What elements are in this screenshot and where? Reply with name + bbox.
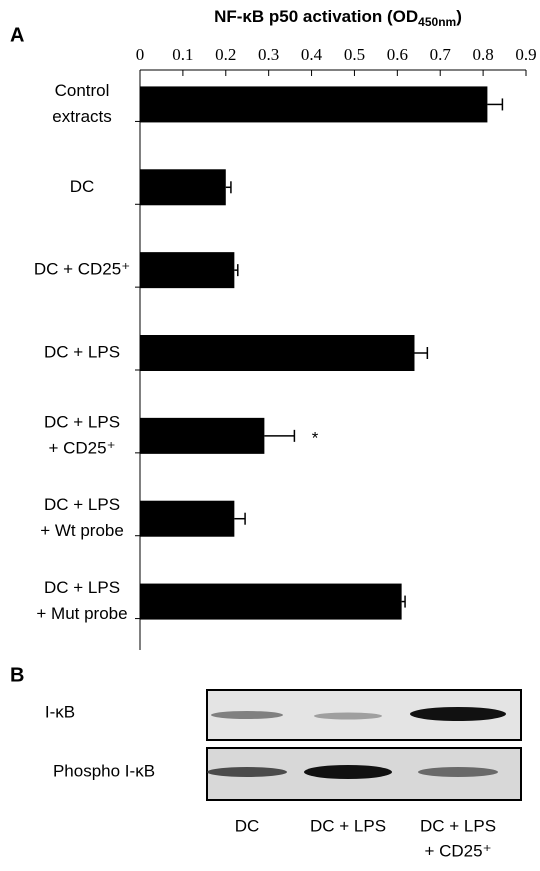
- bar: [140, 335, 414, 371]
- title-part: NF-κB p50 activation (OD: [214, 7, 418, 26]
- y-tick-label: + Wt probe: [40, 521, 124, 540]
- bar: [140, 252, 234, 288]
- annotation: *: [312, 428, 319, 447]
- y-tick-label: DC: [70, 177, 95, 196]
- x-tick-label: 0.6: [387, 45, 408, 64]
- bar: [140, 169, 226, 205]
- y-tick-label: DC + LPS: [44, 412, 120, 431]
- blot-lane-label: DC: [235, 816, 260, 835]
- blot: [207, 690, 521, 800]
- bar: [140, 584, 402, 620]
- blot-band: [211, 711, 283, 719]
- error-bar: [226, 181, 231, 193]
- error-bar: [402, 596, 405, 608]
- y-tick-label: extracts: [52, 107, 112, 126]
- blot-lane-label: DC + LPS: [310, 816, 386, 835]
- blot-band: [207, 767, 287, 777]
- error-bar: [414, 347, 427, 359]
- blot-row-label: Phospho I-κB: [53, 761, 155, 780]
- panel-label: A: [10, 24, 24, 46]
- x-tick-label: 0.7: [430, 45, 452, 64]
- x-tick-label: 0.2: [215, 45, 236, 64]
- x-tick-label: 0: [136, 45, 145, 64]
- figure: A B NF-κB p50 activation (OD450nm) 0 0.1 0.…: [0, 0, 540, 871]
- y-tick-label: + Mut probe: [36, 604, 127, 623]
- blot-lane-label: DC + LPS: [420, 816, 496, 835]
- error-bar: [234, 264, 237, 276]
- x-tick-label: 0.1: [172, 45, 193, 64]
- y-tick-label: DC + LPS: [44, 578, 120, 597]
- x-tick-label: 0.9: [515, 45, 536, 64]
- error-bar: [234, 513, 245, 525]
- chart-title: NF-κB p50 activation (OD450nm): [214, 7, 462, 29]
- bar: [140, 501, 234, 537]
- blot-band: [304, 765, 392, 779]
- x-tick-label: 0.5: [344, 45, 365, 64]
- y-tick-label: + CD25⁺: [48, 438, 115, 457]
- blot-band: [418, 767, 498, 777]
- y-tick-label: Control: [55, 81, 110, 100]
- x-tick-label: 0.8: [472, 45, 493, 64]
- x-tick-label: 0.3: [258, 45, 279, 64]
- bar: [140, 86, 487, 122]
- blot-row-label: I-κB: [45, 702, 75, 721]
- y-tick-label: DC + LPS: [44, 342, 120, 361]
- title-part: ): [456, 7, 462, 26]
- y-tick-label: DC + CD25⁺: [34, 260, 130, 279]
- y-tick-label: DC + LPS: [44, 495, 120, 514]
- x-tick-label: 0.4: [301, 45, 323, 64]
- blot-band: [410, 707, 506, 721]
- blot-lane-label: + CD25⁺: [424, 841, 491, 860]
- bar: [140, 418, 264, 454]
- blot-band: [314, 713, 382, 720]
- error-bar: [487, 98, 502, 110]
- panel-label: B: [10, 664, 24, 686]
- title-part: 450nm: [418, 15, 456, 29]
- error-bar: [264, 430, 294, 442]
